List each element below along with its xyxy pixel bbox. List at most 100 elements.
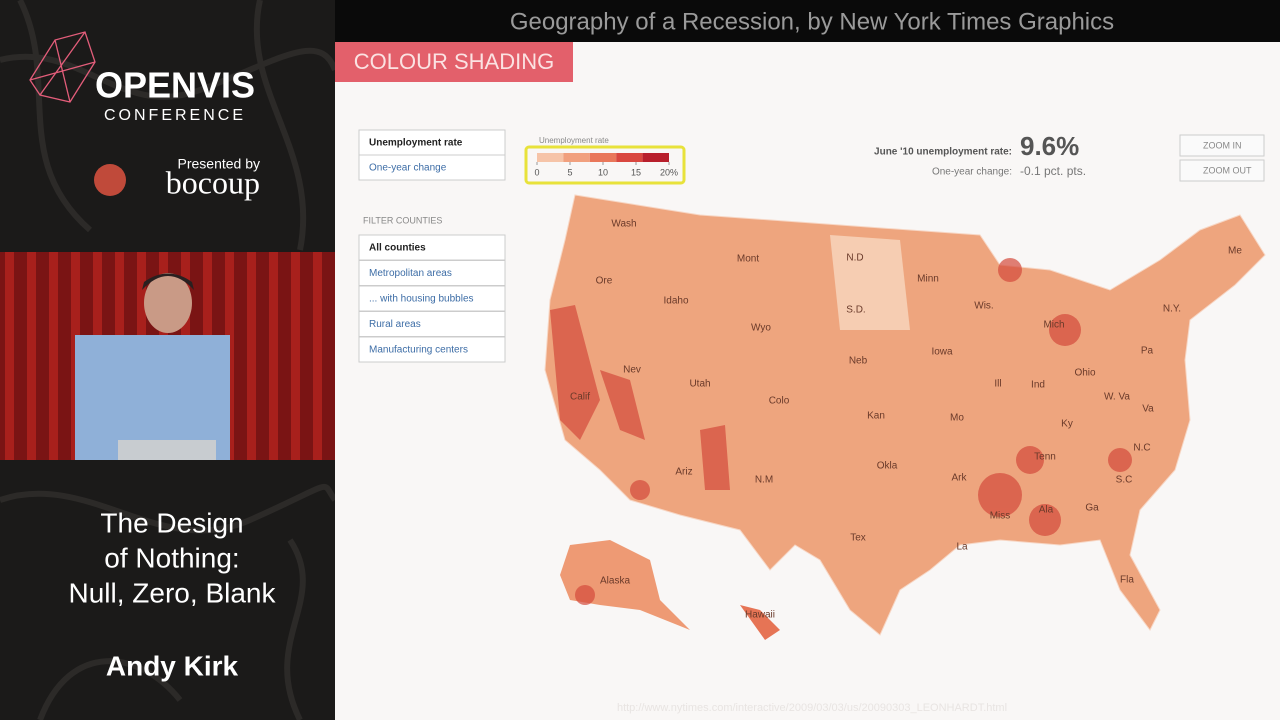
legend-swatch — [563, 153, 590, 162]
state-label: N.C — [1133, 443, 1150, 454]
state-label: Ala — [1039, 505, 1054, 516]
state-label: Ariz — [675, 467, 692, 478]
curtain-fold — [291, 252, 300, 460]
curtain-fold — [247, 252, 256, 460]
state-label: Ore — [596, 276, 613, 287]
view-button-label: One-year change — [369, 163, 447, 174]
filter-button[interactable] — [358, 260, 506, 286]
legend-tick-label: 0 — [534, 167, 539, 177]
state-label: Me — [1228, 246, 1242, 257]
state-label: Iowa — [931, 347, 953, 358]
legend-swatch — [616, 153, 643, 162]
headline-value: 9.6% — [1020, 131, 1079, 161]
state-label: Ill — [994, 379, 1001, 390]
state-label: Ohio — [1074, 368, 1096, 379]
state-label: Mich — [1043, 320, 1064, 331]
legend-tick-label: 5 — [567, 167, 572, 177]
zoom-button-label: ZOOM IN — [1203, 140, 1242, 150]
us-map — [544, 194, 1266, 640]
legend-title: Unemployment rate — [539, 136, 609, 145]
tab-label: COLOUR SHADING — [354, 49, 554, 74]
state-label: Utah — [689, 379, 710, 390]
state-label: Tex — [850, 533, 866, 544]
curtain-fold — [27, 252, 36, 460]
legend-tick-label: 10 — [598, 167, 608, 177]
filter-label: All counties — [369, 243, 426, 254]
talk-title-line: The Design — [100, 507, 243, 538]
conference-subtitle: CONFERENCE — [104, 107, 246, 124]
filter-label: Rural areas — [369, 319, 421, 330]
state-label: Minn — [917, 274, 939, 285]
state-label: Ind — [1031, 380, 1045, 391]
state-label: Wash — [611, 219, 636, 230]
state-label: S.C — [1116, 475, 1133, 486]
state-label: Idaho — [663, 296, 688, 307]
headline-label: June '10 unemployment rate: — [874, 147, 1012, 158]
state-label: Miss — [990, 511, 1011, 522]
source-url: http://www.nytimes.com/interactive/2009/… — [617, 702, 1007, 714]
tab — [335, 42, 573, 82]
zoom-button-label: ZOOM OUT — [1203, 165, 1252, 175]
state-label: Pa — [1141, 346, 1154, 357]
legend-swatch — [642, 153, 669, 162]
logo-mark — [29, 31, 96, 103]
change-value: -0.1 pct. pts. — [1020, 164, 1086, 178]
state-label: Mo — [950, 413, 964, 424]
state-label: Neb — [849, 356, 868, 367]
zoom-button[interactable] — [1179, 159, 1265, 182]
filter-label: Metropolitan areas — [369, 268, 452, 279]
sponsor-logo — [94, 164, 126, 196]
speaker-name: Andy Kirk — [106, 650, 239, 681]
filter-button[interactable] — [358, 234, 506, 261]
state-label: N.D — [846, 253, 863, 264]
conference-name: OPENVIS — [95, 65, 255, 106]
state-label: Ga — [1085, 503, 1099, 514]
state-label: Kan — [867, 411, 885, 422]
filter-button[interactable] — [358, 285, 506, 312]
talk-title-line: Null, Zero, Blank — [69, 577, 277, 608]
state-label: Alaska — [600, 576, 630, 587]
curtain-fold — [269, 252, 278, 460]
state-label: Fla — [1120, 575, 1134, 586]
state-label: Ark — [952, 473, 968, 484]
change-label: One-year change: — [932, 167, 1012, 178]
slide-title: Geography of a Recession, by New York Ti… — [510, 8, 1114, 35]
talk-title-line: of Nothing: — [104, 542, 239, 573]
filter-label: ... with housing bubbles — [369, 294, 474, 305]
curtain-fold — [5, 252, 14, 460]
state-label: W. Va — [1104, 392, 1130, 403]
state-label: Calif — [570, 392, 590, 403]
state-label: Hawaii — [745, 610, 775, 621]
state-label: Nev — [623, 365, 641, 376]
filter-label: Manufacturing centers — [369, 345, 468, 356]
legend-swatch — [537, 153, 564, 162]
state-label: Va — [1142, 404, 1154, 415]
curtain-fold — [313, 252, 322, 460]
filter-button[interactable] — [358, 336, 506, 363]
state-label: Wyo — [751, 323, 771, 334]
legend-tick-label: 20% — [660, 167, 678, 177]
state-label: Tenn — [1034, 452, 1056, 463]
state-label: Colo — [769, 396, 790, 407]
state-label: Mont — [737, 254, 759, 265]
legend-tick-label: 15 — [631, 167, 641, 177]
sponsor-name: bocoup — [166, 164, 260, 200]
state-label: Ky — [1061, 419, 1073, 430]
filter-button[interactable] — [358, 311, 506, 337]
filter-title: FILTER COUNTIES — [363, 215, 442, 225]
state-label: N.Y. — [1163, 304, 1181, 315]
state-label: La — [956, 542, 968, 553]
slide-title-bar — [335, 0, 1280, 42]
state-label: N.M — [755, 475, 773, 486]
speaker-video — [0, 252, 335, 460]
zoom-button[interactable] — [1179, 134, 1265, 157]
state-label: S.D. — [846, 305, 865, 316]
legend-swatch — [589, 153, 617, 162]
curtain-fold — [49, 252, 58, 460]
view-button-label: Unemployment rate — [369, 138, 463, 149]
state-label: Wis. — [974, 301, 993, 312]
view-button[interactable] — [358, 154, 506, 181]
presented-by: Presented by — [178, 156, 261, 172]
legend-highlight — [524, 145, 686, 185]
